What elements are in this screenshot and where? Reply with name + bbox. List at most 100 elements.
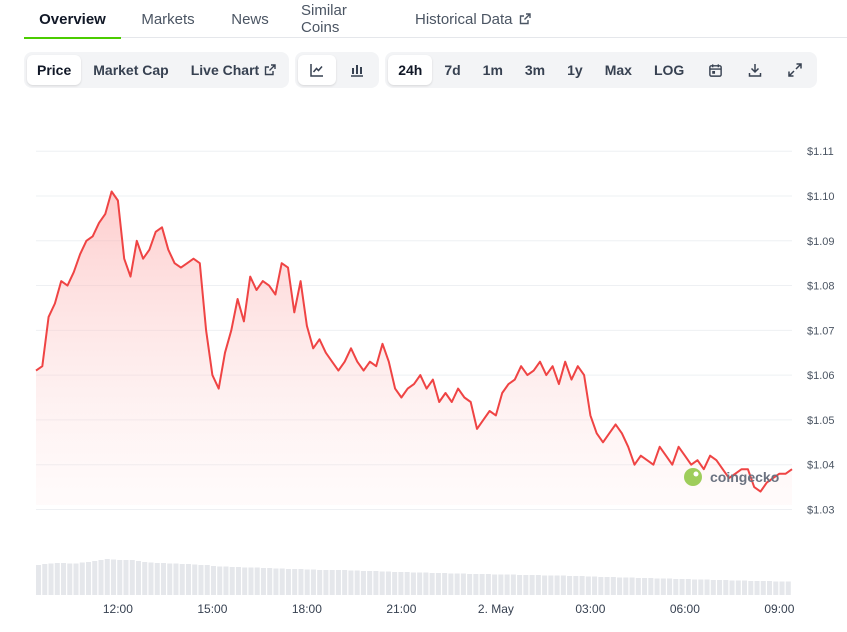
volume-bar [85,562,92,595]
tab-overview[interactable]: Overview [24,0,121,39]
volume-bar [429,573,435,595]
volume-bar [48,563,54,595]
y-tick-label: $1.04 [807,460,835,472]
tab-markets[interactable]: Markets [121,0,215,38]
volume-bar [654,578,660,595]
range-selector: 24h 7d 1m 3m 1y Max LOG [385,52,818,88]
volume-bar [117,560,123,595]
volume-bar [348,570,354,595]
volume-bar [660,578,666,595]
tab-label: Markets [141,10,195,28]
volume-bar [435,573,441,595]
download-icon [749,64,762,77]
volume-bar [60,563,67,595]
volume-bar [467,574,473,595]
tab-historical-data[interactable]: Historical Data [403,0,547,38]
range-7d-button[interactable]: 7d [444,62,461,78]
volume-bar [217,566,223,595]
calendar-icon [708,63,722,77]
volume-bar [98,560,104,595]
volume-bar [204,565,210,595]
volume-bar [785,581,791,595]
volume-bar [573,576,579,595]
range-3m-button[interactable]: 3m [524,62,546,78]
volume-bar [223,566,229,595]
range-24h-button[interactable]: 24h [388,55,433,85]
y-tick-label: $1.06 [807,370,835,382]
volume-bar [442,573,448,595]
volume-bar [585,576,591,595]
line-chart-icon [310,64,324,77]
candlestick-button[interactable] [338,55,376,85]
volume-bar [260,568,266,595]
volume-bar [673,579,679,595]
volume-bar [123,560,129,595]
volume-bar [754,581,760,595]
volume-bar [36,565,42,595]
external-link-icon [519,13,531,25]
line-chart-button[interactable] [298,55,337,85]
download-button[interactable] [736,55,774,85]
volume-bar [292,569,298,595]
volume-bar [692,579,698,595]
tab-label: Historical Data [415,10,513,28]
volume-bar [417,572,423,595]
volume-bar [548,575,554,595]
volume-bar [498,574,504,595]
range-1m-button[interactable]: 1m [482,62,503,78]
volume-bar [554,575,560,595]
volume-bar [54,563,60,595]
range-1y-button[interactable]: 1y [567,62,583,78]
y-tick-label: $1.09 [807,236,835,248]
volume-bar [448,573,454,595]
volume-bar [379,571,385,595]
volume-bar [560,575,566,595]
volume-bar [704,579,710,595]
volume-bar [373,571,379,595]
y-tick-label: $1.11 [807,146,834,158]
volume-bar [410,572,416,595]
price-button[interactable]: Price [27,55,82,85]
y-tick-label: $1.03 [807,504,835,516]
volume-bar [742,580,748,595]
candlestick-icon [351,65,364,77]
price-chart[interactable]: $1.03 $1.04 $1.05 $1.06 $1.07 $1.08 $1.09 $1.10… [0,100,847,625]
price-area [36,191,792,505]
tab-news[interactable]: News [215,0,285,38]
watermark-text: coingecko [710,469,779,485]
calendar-button[interactable] [696,55,734,85]
volume-bar [192,564,198,595]
volume-bar [473,574,479,595]
live-chart-button[interactable]: Live Chart [181,55,286,85]
volume-bar [579,576,585,595]
volume-bar [129,560,135,595]
volume-bar [104,559,110,595]
x-tick-label: 21:00 [386,602,416,616]
tab-similar-coins[interactable]: Similar Coins [285,0,403,38]
volume-bar [267,568,273,595]
volume-bar [285,569,291,595]
log-scale-button[interactable]: LOG [653,62,685,78]
x-tick-label: 18:00 [292,602,322,616]
volume-bar [723,580,729,595]
y-axis-labels: $1.03 $1.04 $1.05 $1.06 $1.07 $1.08 $1.09 $1.10… [807,146,835,516]
live-chart-label: Live Chart [190,62,260,78]
y-tick-label: $1.10 [807,191,835,203]
x-tick-label: 2. May [478,602,514,616]
volume-bar [367,571,373,595]
x-tick-label: 03:00 [575,602,605,616]
volume-bar [648,578,654,595]
volume-bar [748,581,754,595]
x-tick-label: 09:00 [764,602,794,616]
market-cap-button[interactable]: Market Cap [93,62,169,78]
volume-bar [604,577,610,595]
volume-bar [398,572,404,595]
volume-bar [229,567,235,595]
volume-bar [279,568,285,595]
range-max-button[interactable]: Max [604,62,632,78]
fullscreen-button[interactable] [776,55,814,85]
volume-bar [623,577,629,595]
volume-bar [423,572,429,595]
view-selector: Price Market Cap Live Chart [24,52,290,88]
y-tick-label: $1.08 [807,281,835,293]
